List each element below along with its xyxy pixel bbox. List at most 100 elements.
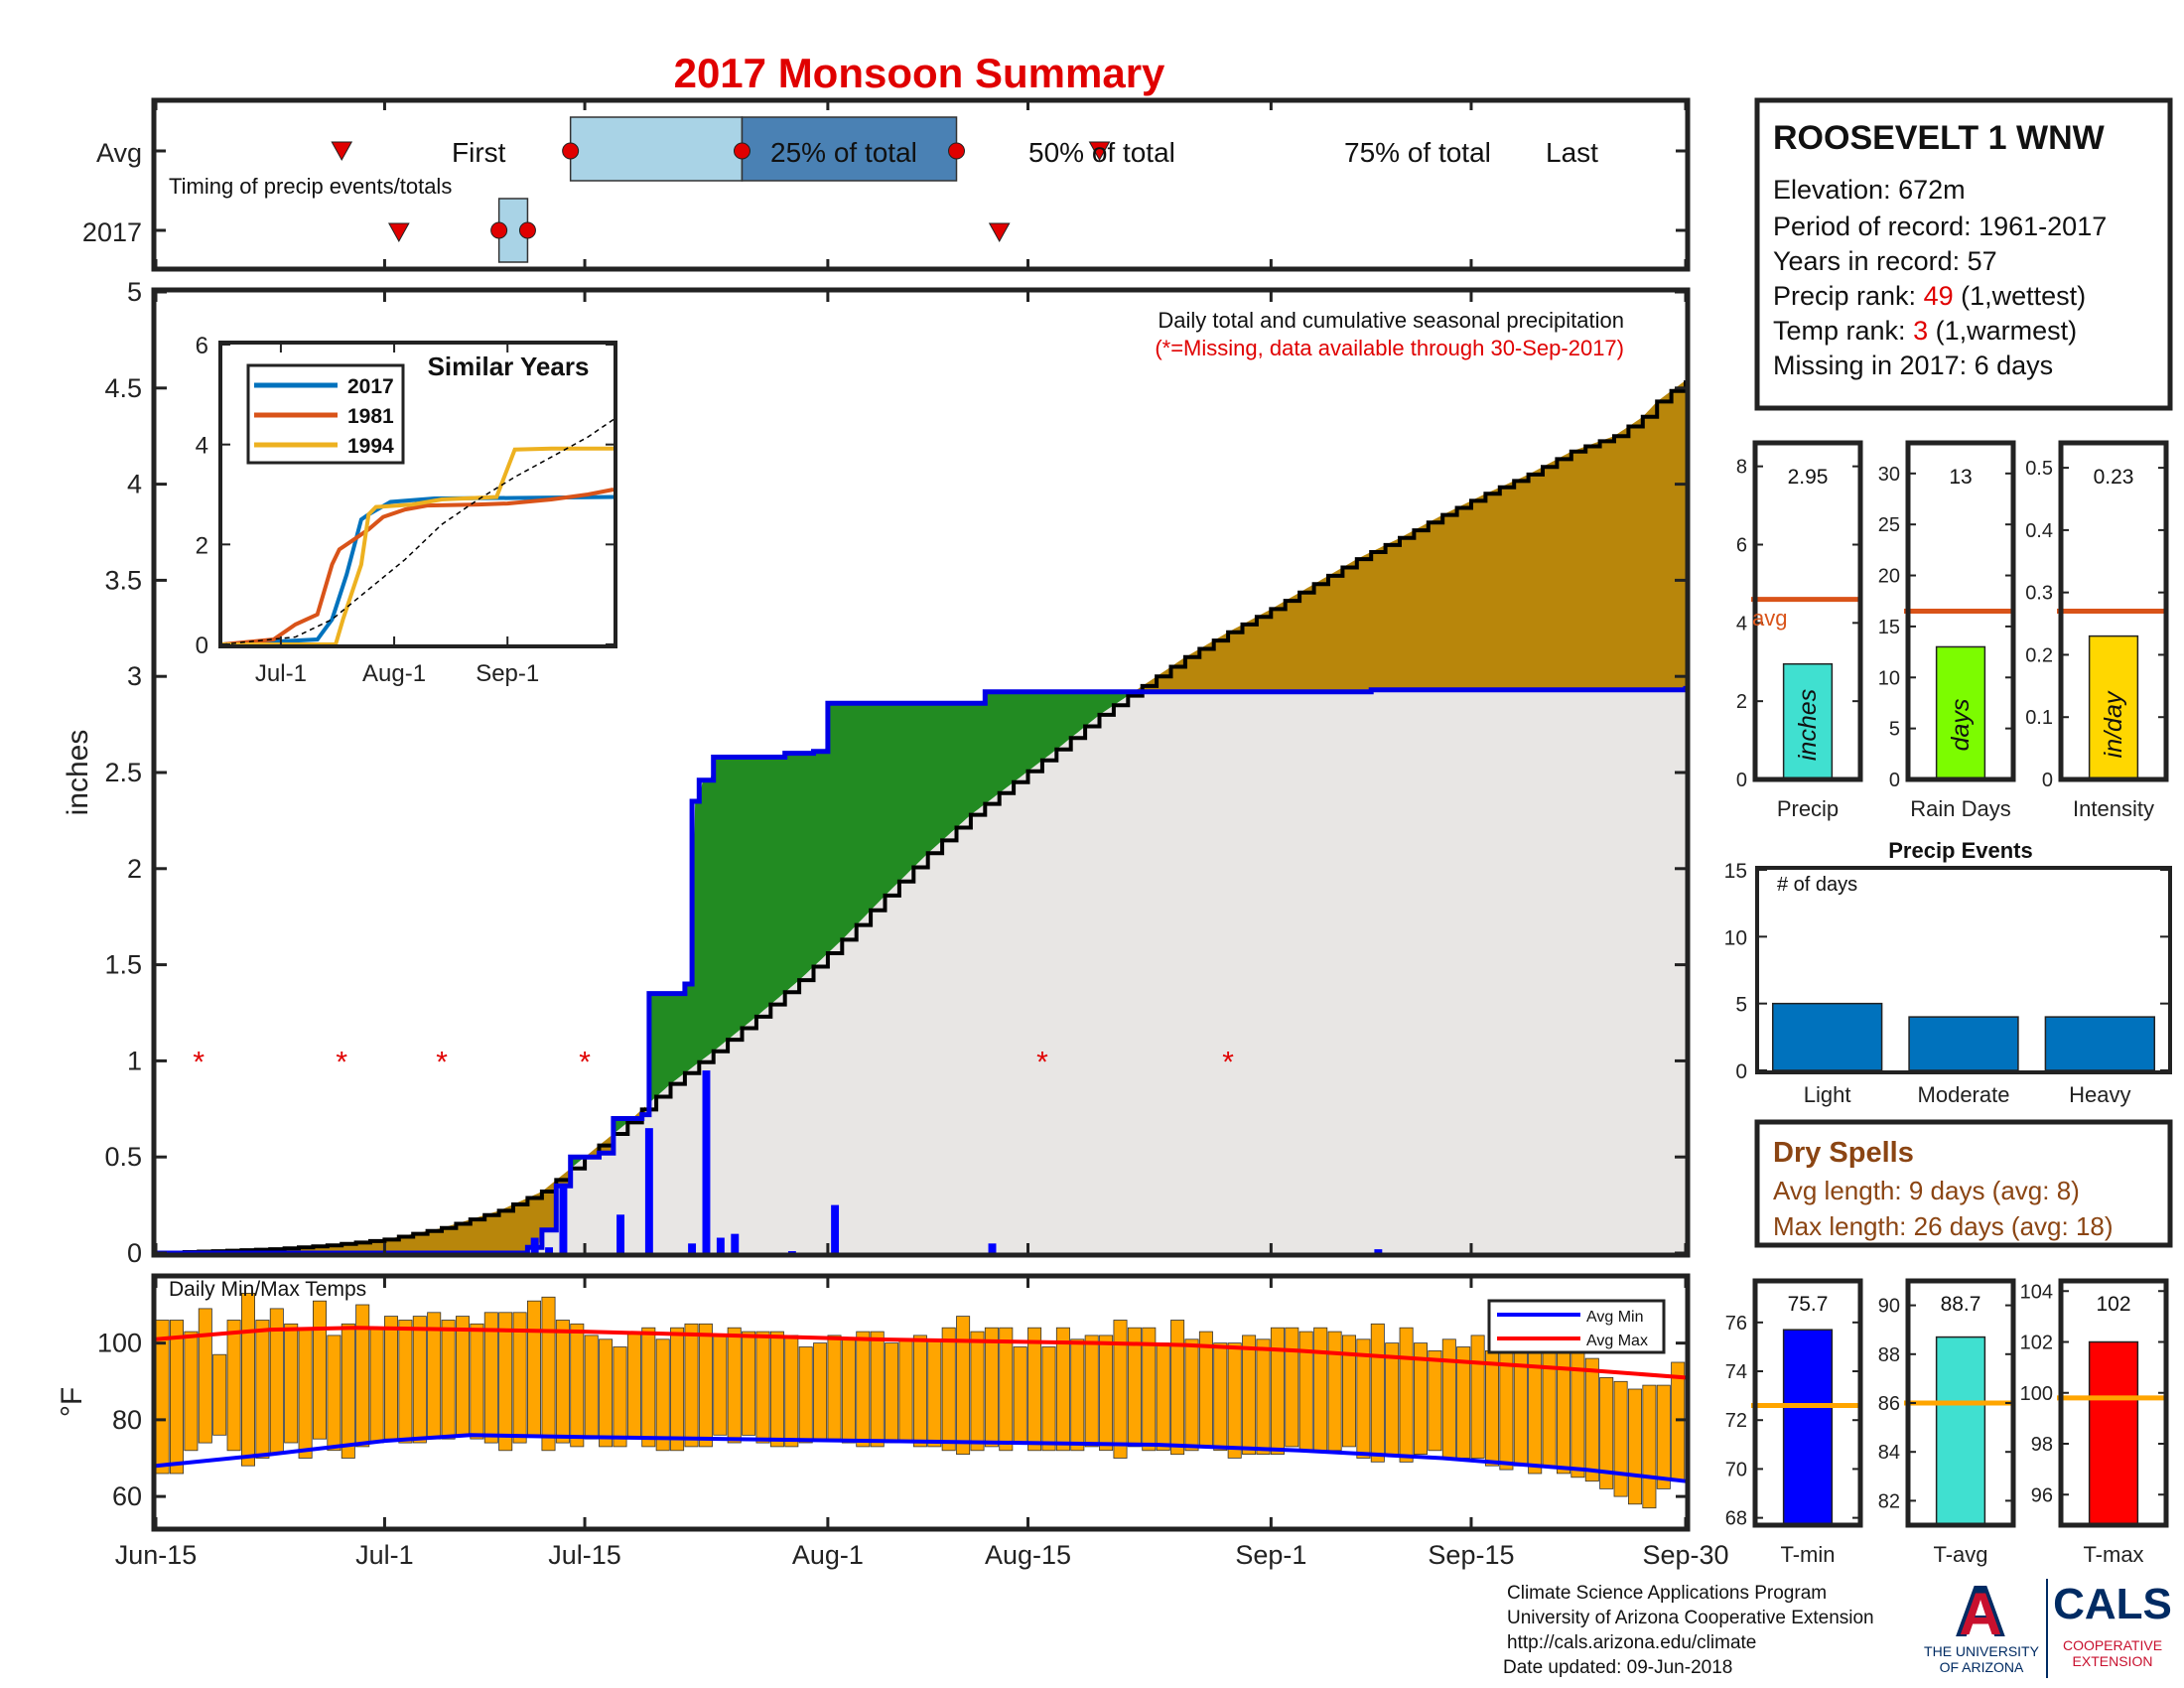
station-elevation: Elevation: 672m (1773, 175, 1966, 205)
daily-temp-bar (498, 1312, 513, 1452)
precip-event-category-label: Moderate (1918, 1082, 2010, 1107)
date-x-tick-label: Jun-15 (115, 1540, 198, 1570)
daily-temp-bar (1184, 1338, 1199, 1452)
temp-y-tick-label: 80 (112, 1405, 142, 1435)
y2017-first-marker (387, 222, 410, 243)
main-y-axis-label: inches (62, 730, 94, 816)
temp-panel-label: Daily Min/Max Temps (169, 1278, 366, 1301)
inset-y-tick-label: 0 (196, 633, 208, 659)
cumulative-min-area (156, 685, 1686, 1253)
university-of-arizona-logo: A A THE UNIVERSITY OF ARIZONA (1924, 1570, 2040, 1675)
precip-rank-prefix: Precip rank: (1773, 281, 1924, 311)
tmax-stat-y-tick-label: 104 (2020, 1281, 2053, 1303)
intensity-stat-y-tick-label: 0.3 (2025, 583, 2053, 605)
inset-series-1994 (222, 446, 614, 646)
daily-temp-bar (769, 1331, 784, 1448)
daily-temp-bar (184, 1331, 199, 1452)
precip-stat-y-tick-label: 6 (1736, 534, 1747, 556)
temp-panel: 60 80 100 Jun-15 Jul-1 Jul-15 Aug-1 Aug-15 Sep-… (56, 1273, 1729, 1570)
daily-temp-bar (570, 1323, 585, 1448)
below-average-area (156, 380, 1686, 1254)
temp-rank-prefix: Temp rank: (1773, 316, 1913, 346)
y2017-q25-marker (490, 221, 508, 239)
inset-title: Similar Years (428, 352, 590, 381)
main-y-tick-label: 4 (127, 470, 142, 499)
figure-title: 2017 Monsoon Summary (674, 50, 1165, 96)
date-x-tick-label: Jul-15 (548, 1540, 621, 1570)
rain-days-stat-y-tick-label: 5 (1889, 719, 1900, 741)
daily-temp-bar (1485, 1350, 1500, 1467)
rain-days-stat-label: Rain Days (1910, 796, 2010, 821)
tmin-label: T-min (1781, 1542, 1836, 1567)
daily-temp-bar (1156, 1342, 1170, 1452)
daily-temp-bar (684, 1323, 699, 1448)
inset-y-tick-label: 6 (196, 333, 208, 359)
daily-temp-bar (1399, 1327, 1414, 1463)
precip-events-y-tick-label: 15 (1724, 860, 1747, 883)
daily-temp-bar (284, 1323, 299, 1444)
precip-avg-label: avg (1752, 606, 1787, 631)
precip-unit-label: inches (1794, 689, 1822, 761)
dry-spells-avg: Avg length: 9 days (avg: 8) (1773, 1176, 2080, 1205)
precip-stats-panels: 0 2 4 6 8 0 5 10 15 20 25 30 0 0.1 0.2 0.3 0.4 0.5 (1736, 440, 2169, 791)
daily-temp-bar (626, 1331, 641, 1440)
temp-legend-max-label: Avg Max (1586, 1333, 1648, 1349)
daily-precip-bar (988, 1243, 997, 1253)
avg-q75-marker (948, 142, 966, 160)
temp-y-axis: 60 80 100 (97, 1329, 1688, 1511)
daily-temp-bar (912, 1335, 927, 1448)
legend-label-1981: 1981 (347, 405, 394, 428)
station-period: Period of record: 1961-2017 (1773, 211, 2107, 241)
inset-x-tick-label: Aug-1 (362, 660, 426, 687)
temp-rank-suffix: (1,warmest) (1928, 316, 2077, 346)
legend-label-2017: 2017 (347, 375, 394, 398)
tmax-label: T-max (2083, 1542, 2143, 1567)
daily-temp-bar (441, 1320, 456, 1440)
daily-temp-bar (727, 1327, 742, 1444)
intensity-stat-y-tick-label: 0.1 (2025, 707, 2053, 729)
main-y-tick-label: 5 (127, 277, 142, 307)
tavg-stat-y-tick-label: 88 (1878, 1344, 1900, 1366)
tavg-value: 88.7 (1941, 1293, 1981, 1316)
daily-precip-bar (716, 1237, 725, 1253)
avg-last-marker (1088, 141, 1111, 162)
daily-temp-bar (1041, 1346, 1056, 1452)
daily-temp-bar (698, 1323, 713, 1448)
daily-temp-bar (355, 1304, 370, 1448)
timing-first-label: First (452, 137, 506, 168)
avg-max-temp-line (155, 1326, 1687, 1380)
timing-q50-label: 50% of total (1028, 137, 1175, 168)
daily-precip-bar (702, 1070, 711, 1253)
inset-series-1981 (221, 488, 614, 646)
precip-stat-value: 2.95 (1788, 466, 1829, 489)
tmin-stat-y-tick-label: 68 (1725, 1508, 1747, 1530)
daily-precip-bar (1374, 1249, 1383, 1253)
precip-events-plot: Light Moderate Heavy 0 5 10 15 (1724, 860, 2170, 1107)
avg-q25-marker (562, 142, 580, 160)
station-years: Years in record: 57 (1773, 246, 1997, 276)
tmax-stat-y-tick-label: 102 (2020, 1333, 2053, 1354)
tavg-stat-y-tick-label: 86 (1878, 1393, 1900, 1415)
temp-panel-frame (151, 1273, 1691, 1532)
daily-temp-bar (927, 1338, 942, 1448)
station-temp-rank: Temp rank: 3 (1,warmest) (1773, 316, 2077, 346)
rain-days-stat-y-tick-label: 15 (1878, 617, 1900, 638)
main-y-tick-label: 4.5 (104, 373, 142, 403)
daily-temp-bar (1327, 1331, 1342, 1452)
precip-events-ylabel: # of days (1777, 874, 1857, 896)
timing-q75-label: 75% of total (1344, 137, 1491, 168)
footer-line-4: Date updated: 09-Jun-2018 (1503, 1657, 1732, 1678)
date-x-axis: Jun-15 Jul-1 Jul-15 Aug-1 Aug-15 Sep-1 Sep-15 S… (115, 1276, 1729, 1570)
daily-temp-bar (512, 1312, 527, 1444)
main-plot: * * * * * * (156, 380, 1689, 1256)
dry-spells-frame (1754, 1119, 2173, 1248)
precip-stat-frame (1752, 440, 1863, 782)
daily-temp-bar (655, 1338, 670, 1452)
avg-q50-marker (733, 142, 751, 160)
daily-temp-bar (470, 1323, 484, 1440)
date-x-tick-label: Sep-30 (1642, 1540, 1728, 1570)
tavg-stat-y-tick-label: 82 (1878, 1490, 1900, 1512)
rain-days-stat-frame (1905, 440, 2016, 782)
footer-credits: Climate Science Applications Program Uni… (1503, 1583, 1874, 1678)
avg-min-temp-line (155, 1433, 1687, 1483)
